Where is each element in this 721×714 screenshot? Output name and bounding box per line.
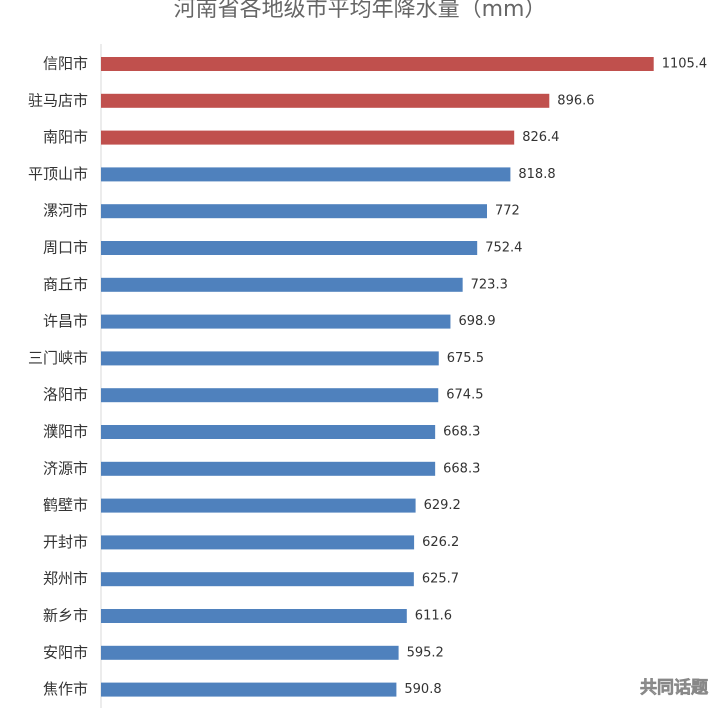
value-label: 1105.4 (662, 57, 708, 72)
value-label: 772 (495, 204, 520, 219)
value-label: 674.5 (446, 388, 483, 403)
value-label: 626.2 (422, 535, 459, 550)
bar (101, 645, 399, 660)
bar (101, 57, 654, 71)
value-label: 668.3 (443, 425, 480, 440)
value-label: 818.8 (518, 167, 555, 182)
value-label: 752.4 (485, 241, 522, 256)
bar (101, 572, 414, 587)
y-tick-label: 濮阳市 (43, 423, 88, 441)
y-tick-label: 三门峡市 (28, 349, 88, 367)
value-label: 826.4 (522, 130, 559, 145)
y-tick-label: 焦作市 (43, 680, 88, 698)
bar (101, 425, 436, 439)
bar (101, 461, 436, 476)
bar (101, 351, 439, 366)
y-tick-label: 安阳市 (43, 643, 88, 661)
y-tick-label: 鹤壁市 (43, 496, 88, 514)
bar (101, 204, 487, 219)
bar (101, 277, 463, 292)
value-label: 675.5 (447, 351, 484, 366)
y-tick-label: 开封市 (43, 533, 88, 551)
value-label: 611.6 (415, 609, 452, 624)
bar (101, 314, 451, 329)
y-tick-label: 济源市 (43, 459, 88, 477)
bar (101, 498, 416, 513)
value-label: 668.3 (443, 461, 480, 476)
value-label: 625.7 (422, 572, 459, 587)
bar (101, 388, 439, 403)
y-tick-label: 漯河市 (43, 202, 88, 220)
y-tick-label: 南阳市 (43, 128, 88, 146)
y-tick-label: 平顶山市 (28, 165, 88, 183)
value-label: 896.6 (557, 93, 594, 108)
bar (101, 130, 515, 145)
bar (101, 535, 415, 550)
y-tick-label: 新乡市 (43, 607, 88, 625)
y-tick-label: 许昌市 (43, 312, 88, 330)
bar (101, 167, 511, 182)
y-tick-label: 周口市 (43, 239, 88, 257)
y-tick-label: 洛阳市 (43, 386, 88, 404)
y-tick-label: 驻马店市 (28, 91, 88, 109)
y-tick-label: 郑州市 (43, 570, 88, 588)
value-label: 595.2 (407, 645, 444, 660)
value-label: 698.9 (458, 314, 495, 329)
watermark: 共同话题 (640, 677, 709, 698)
y-tick-label: 商丘市 (43, 275, 88, 293)
value-label: 590.8 (404, 682, 441, 697)
bar (101, 609, 407, 623)
chart-title: 河南省各地级市平均年降水量（mm） (174, 0, 547, 22)
value-label: 629.2 (424, 498, 461, 513)
bar (101, 682, 397, 697)
bar (101, 93, 550, 108)
bar (101, 241, 478, 255)
y-tick-label: 信阳市 (43, 55, 88, 73)
value-label: 723.3 (471, 277, 508, 292)
